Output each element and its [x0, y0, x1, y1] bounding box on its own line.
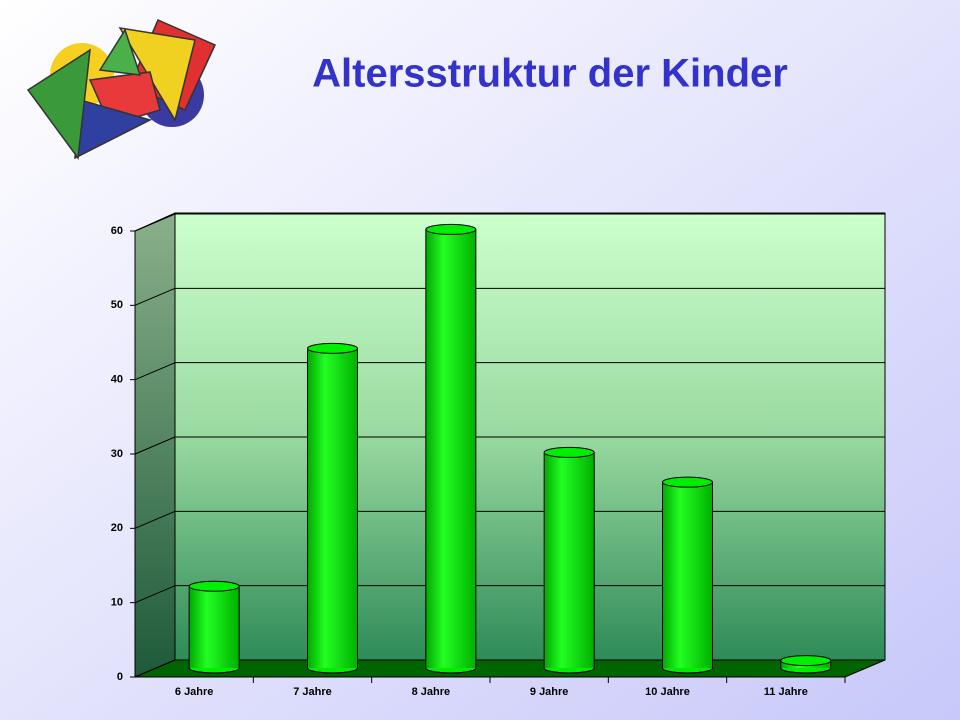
y-tick-label: 30	[111, 448, 123, 460]
bar-outline	[425, 229, 477, 674]
bar	[189, 586, 240, 668]
logo	[26, 19, 217, 160]
bar-top	[543, 446, 595, 458]
y-tick-label: 0	[117, 671, 123, 683]
y-tick-label: 50	[111, 299, 123, 311]
grid-line	[134, 436, 176, 455]
y-tick-label: 20	[111, 522, 123, 534]
x-tick-label: 11 Jahre	[764, 686, 808, 698]
bar-outline	[307, 348, 358, 674]
bar-outline	[188, 586, 240, 674]
y-tick-label: 60	[111, 225, 123, 237]
bar	[307, 348, 358, 668]
x-tick-label: 10 Jahre	[645, 686, 690, 698]
grid-line	[134, 362, 176, 381]
bar	[425, 229, 476, 668]
grid-line	[134, 585, 176, 604]
bar-top	[188, 580, 240, 592]
bar-outline	[780, 660, 832, 674]
x-tick-label: 6 Jahre	[175, 686, 214, 698]
bar-top	[307, 342, 358, 354]
floor	[134, 659, 886, 678]
plot: 0 10 20 30 40 50 60 6 Jahre 7 Jahre 8 Jahre 9 Jahr…	[111, 213, 885, 698]
bar-top	[662, 476, 713, 488]
bar	[544, 452, 595, 668]
x-tick-label: 9 Jahre	[530, 686, 569, 698]
grid-line	[134, 287, 176, 306]
x-tick-label: 7 Jahre	[293, 686, 332, 698]
chart-title: Altersstruktur der Kinder	[312, 52, 788, 96]
grid-line	[134, 659, 176, 678]
bar-outline	[662, 482, 713, 674]
y-tick-label: 40	[111, 374, 123, 386]
x-tick-label: 8 Jahre	[412, 686, 451, 698]
bar-top	[780, 655, 832, 667]
grid-line	[134, 510, 176, 529]
grid-line	[134, 213, 176, 232]
bar-outline	[543, 452, 595, 674]
bar-top	[425, 223, 477, 235]
bar	[662, 482, 713, 668]
y-tick-label: 10	[111, 597, 123, 609]
